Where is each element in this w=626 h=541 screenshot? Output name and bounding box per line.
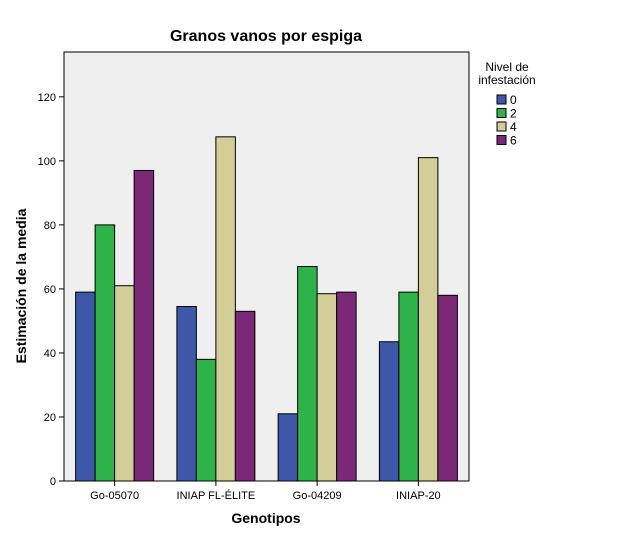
bar-INIAP FL-ÉLITE-4: [215, 136, 236, 482]
y-tick-label: 120: [38, 92, 56, 104]
bar-Go-05070-6: [133, 169, 155, 482]
x-axis-title: Genotipos: [231, 510, 300, 526]
bar-Go-04209-4: [316, 293, 338, 482]
bar-INIAP-20-2: [398, 291, 419, 482]
x-tick-label: INIAP FL-ÉLITE: [177, 489, 256, 502]
legend-swatch-6: [496, 135, 507, 145]
legend-label-4: 4: [510, 120, 517, 134]
x-tick-label: Go-04209: [293, 490, 342, 502]
legend-swatch-0: [496, 94, 507, 105]
y-tick-label: 100: [38, 156, 56, 168]
legend-label-2: 2: [510, 107, 517, 121]
bar-INIAP FL-ÉLITE-2: [195, 358, 217, 482]
y-tick-label: 40: [44, 348, 56, 360]
y-tick-label: 80: [44, 220, 56, 232]
bar-Go-04209-0: [277, 413, 299, 482]
bars-group: [75, 136, 458, 482]
bar-INIAP-20-4: [417, 157, 439, 482]
legend-label-0: 0: [510, 93, 517, 107]
y-axis-title: Estimación de la media: [13, 208, 29, 363]
chart-title: Granos vanos por espiga: [170, 28, 362, 45]
bar-INIAP FL-ÉLITE-6: [234, 310, 256, 482]
y-axis: 0 20 40 60 80 100 120: [38, 92, 64, 488]
bar-Go-05070-0: [75, 291, 96, 482]
x-axis: Go-05070 INIAP FL-ÉLITE Go-04209 INIAP-20: [90, 481, 441, 502]
bar-Go-04209-6: [336, 291, 357, 482]
bar-INIAP-20-6: [437, 294, 458, 482]
y-tick-label: 20: [44, 412, 56, 424]
legend-swatch-4: [496, 121, 507, 132]
bar-Go-05070-4: [114, 285, 135, 482]
y-tick-label: 60: [44, 284, 56, 296]
legend-title-line1: Nivel de: [485, 60, 529, 74]
bar-Go-04209-2: [297, 266, 318, 482]
bar-INIAP FL-ÉLITE-0: [176, 306, 197, 482]
x-tick-label: Go-05070: [90, 490, 139, 502]
y-tick-label: 0: [50, 476, 56, 488]
legend-title-line2: infestación: [478, 73, 535, 87]
legend-swatch-2: [496, 108, 507, 118]
bar-Go-05070-2: [94, 224, 116, 482]
legend-label-6: 6: [510, 134, 517, 148]
x-tick-label: INIAP-20: [396, 490, 441, 502]
bar-INIAP-20-0: [378, 341, 400, 482]
